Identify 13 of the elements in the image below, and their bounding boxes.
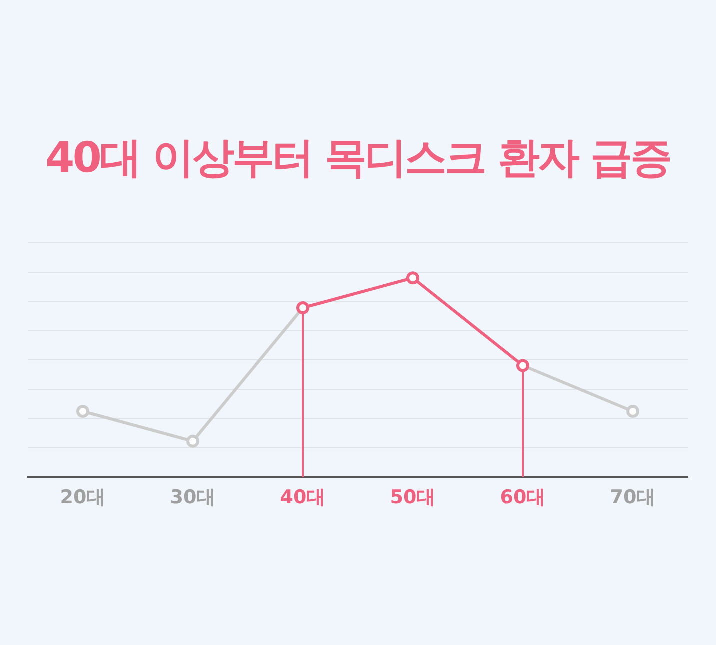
point — [406, 272, 420, 285]
x-tick-label: 60대 — [500, 486, 546, 509]
point — [516, 359, 530, 372]
point — [626, 405, 640, 418]
chart-title: 40대 이상부터 목디스크 환자 급증 — [44, 132, 672, 184]
point — [186, 434, 200, 448]
point — [76, 405, 90, 418]
x-tick-label: 20대 — [60, 486, 106, 509]
point — [296, 301, 310, 314]
x-tick-label: 70대 — [610, 486, 656, 509]
x-tick-label: 40대 — [280, 486, 326, 509]
x-tick-label: 50대 — [390, 486, 436, 509]
x-tick-label: 30대 — [170, 486, 216, 509]
